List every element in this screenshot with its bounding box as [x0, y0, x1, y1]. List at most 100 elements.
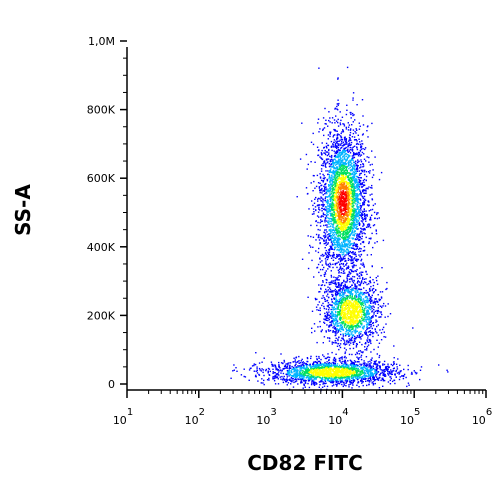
event-dot	[328, 152, 330, 154]
event-dot	[310, 161, 312, 163]
event-dot	[346, 166, 348, 168]
event-dot	[352, 253, 354, 255]
event-dot	[370, 254, 372, 256]
event-dot	[352, 289, 354, 291]
event-dot	[344, 163, 346, 165]
event-dot	[362, 301, 364, 303]
event-dot	[337, 331, 339, 333]
event-dot	[334, 183, 336, 185]
event-dot	[356, 314, 358, 316]
event-dot	[347, 236, 349, 238]
event-dot	[360, 297, 362, 299]
event-dot	[329, 200, 332, 203]
event-dot	[380, 311, 382, 313]
event-dot	[351, 280, 354, 282]
event-dot	[360, 288, 363, 291]
event-dot	[358, 314, 360, 316]
event-dot	[334, 154, 336, 157]
event-dot	[327, 337, 329, 339]
event-dot	[336, 188, 339, 190]
event-dot	[343, 150, 345, 152]
event-dot	[315, 209, 317, 211]
event-dot	[347, 251, 349, 254]
event-dot	[344, 321, 347, 324]
event-dot	[377, 324, 379, 326]
event-dot	[340, 210, 343, 212]
event-dot	[362, 271, 364, 273]
event-dot	[347, 210, 350, 212]
event-dot	[329, 217, 332, 220]
event-dot	[347, 201, 350, 203]
event-dot	[325, 196, 328, 198]
event-dot	[322, 213, 325, 216]
event-dot	[353, 173, 355, 175]
event-dot	[354, 195, 356, 197]
event-dot	[320, 216, 322, 218]
event-dot	[405, 376, 407, 379]
event-dot	[354, 201, 356, 203]
event-dot	[352, 171, 354, 173]
event-dot	[351, 317, 354, 319]
event-dot	[355, 162, 357, 165]
event-dot	[320, 358, 322, 361]
event-dot	[353, 244, 355, 247]
event-dot	[355, 177, 357, 180]
event-dot	[343, 216, 345, 218]
event-dot	[333, 209, 336, 211]
event-dot	[339, 122, 341, 124]
event-dot	[340, 211, 342, 213]
event-dot	[335, 163, 338, 165]
event-dot	[355, 220, 357, 222]
event-dot	[328, 210, 330, 212]
event-dot	[325, 317, 327, 320]
event-dot	[341, 174, 343, 176]
event-dot	[347, 232, 349, 234]
event-dot	[333, 306, 335, 308]
event-dot	[340, 305, 342, 307]
event-dot	[339, 251, 342, 253]
event-dot	[362, 302, 364, 305]
event-dot	[345, 349, 347, 351]
event-dot	[336, 306, 338, 308]
event-dot	[336, 299, 338, 302]
event-dot	[361, 151, 364, 154]
event-dot	[335, 204, 337, 206]
event-dot	[325, 142, 328, 145]
event-dot	[355, 292, 357, 294]
event-dot	[312, 132, 314, 135]
event-dot	[325, 281, 328, 284]
event-dot	[354, 153, 356, 156]
event-dot	[360, 254, 362, 256]
event-dot	[387, 365, 389, 367]
event-dot	[322, 255, 324, 257]
event-dot	[373, 211, 376, 214]
event-dot	[359, 143, 362, 146]
event-dot	[336, 229, 338, 231]
event-dot	[333, 357, 335, 360]
event-dot	[348, 204, 350, 206]
event-dot	[368, 339, 371, 342]
event-dot	[332, 326, 334, 329]
event-dot	[360, 330, 362, 333]
event-dot	[258, 374, 261, 376]
event-dot	[335, 130, 337, 132]
event-dot	[324, 187, 326, 190]
event-dot	[359, 189, 361, 191]
event-dot	[344, 192, 346, 194]
event-dot	[352, 211, 354, 213]
event-dot	[337, 235, 339, 237]
event-dot	[365, 315, 367, 318]
event-dot	[348, 143, 350, 145]
event-dot	[361, 214, 364, 216]
event-dot	[361, 264, 364, 266]
event-dot	[342, 333, 344, 335]
event-dot	[354, 313, 356, 315]
event-dot	[358, 218, 360, 220]
event-dot	[338, 160, 340, 162]
event-dot	[326, 178, 328, 181]
event-dot	[370, 298, 372, 301]
event-dot	[371, 187, 373, 189]
event-dot	[348, 266, 350, 268]
event-dot	[326, 154, 329, 157]
event-dot	[331, 248, 333, 250]
